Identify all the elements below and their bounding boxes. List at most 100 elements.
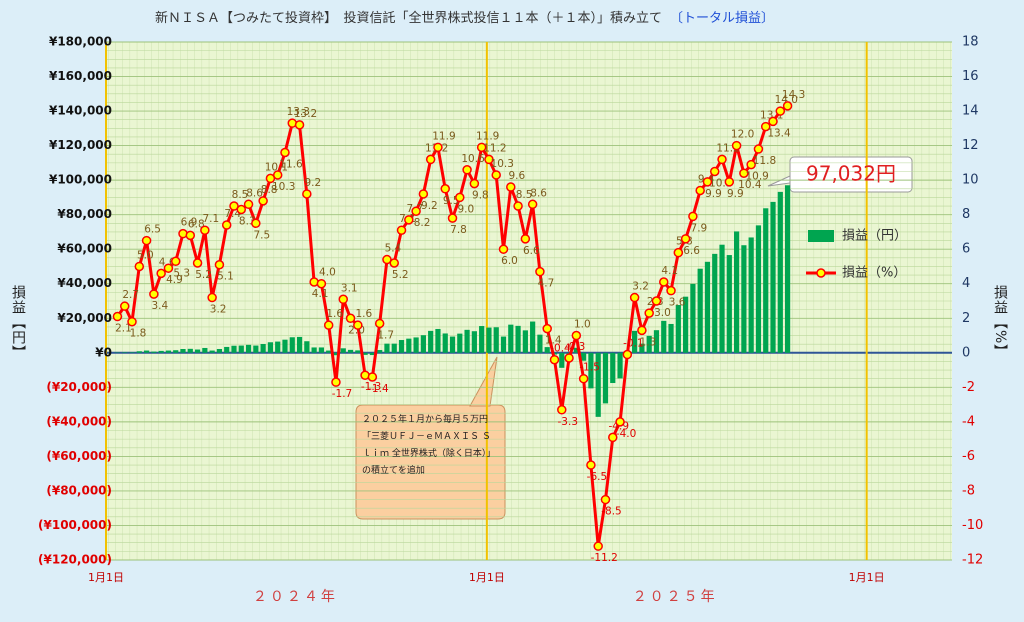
line-marker: [702, 177, 713, 187]
line-marker: [593, 541, 603, 551]
y-tick-label: ¥140,000: [49, 104, 112, 118]
data-label: 6.5: [144, 224, 161, 236]
data-label: 10.6: [461, 153, 485, 165]
line-marker: [462, 165, 472, 175]
bar: [202, 347, 208, 353]
line-marker: [433, 142, 443, 153]
bar: [413, 337, 419, 353]
line-marker: [367, 372, 378, 382]
data-label: 5.4: [385, 243, 402, 255]
bar: [165, 350, 172, 353]
value-callout: 97,032円: [806, 162, 896, 186]
line-marker: [527, 199, 538, 210]
bar: [333, 352, 339, 356]
line-marker: [549, 354, 560, 365]
bar: [209, 350, 215, 353]
line-marker: [345, 313, 356, 324]
data-label: 6.6: [683, 245, 700, 257]
bar: [544, 347, 550, 353]
bar: [508, 324, 514, 353]
y2-tick-label: -12: [962, 553, 983, 568]
line-marker: [571, 330, 582, 341]
line-marker: [236, 204, 247, 215]
line-marker: [622, 349, 633, 360]
data-label: 11.2: [483, 142, 506, 154]
line-marker: [425, 154, 436, 165]
data-label: 6.0: [501, 255, 518, 267]
subtitle: 〔トータル損益〕: [670, 11, 774, 26]
data-label: -1.3: [361, 381, 382, 393]
line-marker: [695, 185, 705, 196]
y-tick-label: (¥100,000): [38, 518, 112, 532]
bar: [260, 343, 266, 353]
line-marker: [564, 353, 574, 363]
bar: [158, 350, 164, 353]
line-marker: [629, 292, 640, 303]
bar: [224, 346, 230, 353]
bar: [610, 352, 616, 384]
data-label: -11.2: [591, 552, 618, 564]
data-label: 9.2: [421, 200, 438, 212]
line-marker: [156, 268, 166, 279]
line-marker: [731, 140, 742, 151]
bar: [617, 352, 623, 379]
x-group-label: ２０２４年: [253, 589, 338, 605]
bar: [442, 333, 448, 353]
line-marker: [680, 234, 691, 244]
chart-title: 新ＮＩＳＡ【つみたて投資枠】 投資信託「全世界株式投信１１本（＋１本）」積み立て…: [155, 10, 774, 26]
data-label: 8.6: [246, 187, 263, 199]
bar: [406, 338, 412, 353]
data-label: 4.0: [319, 267, 336, 279]
bar: [129, 352, 135, 353]
line-marker: [396, 225, 407, 235]
bar: [690, 283, 696, 353]
data-label: -1.5: [579, 362, 600, 374]
legend-marker: [816, 268, 826, 278]
data-label: 6.8: [188, 218, 205, 230]
y-tick-label: (¥80,000): [46, 483, 112, 497]
y2-tick-label: 0: [962, 345, 970, 360]
line-marker: [455, 192, 465, 203]
x-tick-label: 1月1日: [88, 571, 124, 584]
data-label: 4.7: [538, 278, 555, 290]
data-label: 12.0: [731, 129, 754, 141]
y2-tick-label: 18: [962, 35, 979, 50]
line-marker: [411, 206, 421, 216]
line-marker: [221, 220, 232, 230]
line-marker: [214, 259, 225, 270]
line-marker: [200, 225, 210, 235]
bar: [741, 245, 747, 353]
bar: [595, 352, 601, 417]
y-tick-label: (¥60,000): [46, 449, 112, 463]
bar: [500, 336, 507, 353]
line-marker: [469, 178, 480, 189]
line-marker: [272, 170, 283, 180]
data-label: -0.3: [565, 341, 586, 353]
bar: [347, 349, 354, 353]
y2-tick-label: 16: [962, 69, 979, 84]
bar: [398, 340, 405, 353]
line-marker: [637, 325, 647, 336]
bar: [646, 335, 652, 353]
line-marker: [258, 196, 268, 206]
y2-tick-label: 4: [962, 276, 970, 291]
data-label: 9.2: [304, 177, 321, 189]
line-marker: [294, 120, 305, 130]
line-marker: [557, 405, 567, 415]
line-marker: [389, 258, 399, 268]
line-marker: [506, 182, 516, 192]
data-label: 4.1: [661, 265, 678, 277]
data-label: 9.6: [508, 170, 525, 182]
line-marker: [127, 316, 137, 327]
data-label: 11.8: [753, 155, 776, 167]
data-label: 5.3: [173, 267, 190, 279]
data-label: -3.3: [558, 416, 579, 428]
line-marker: [185, 230, 196, 241]
data-label: 6.6: [523, 245, 540, 257]
line-marker: [440, 184, 450, 194]
bar: [151, 351, 157, 353]
bar: [377, 350, 383, 353]
bar: [588, 352, 594, 389]
title-text: 新ＮＩＳＡ【つみたて投資枠】 投資信託「全世界株式投信１１本（＋１本）」積み立て: [155, 10, 662, 26]
bar: [173, 350, 179, 353]
